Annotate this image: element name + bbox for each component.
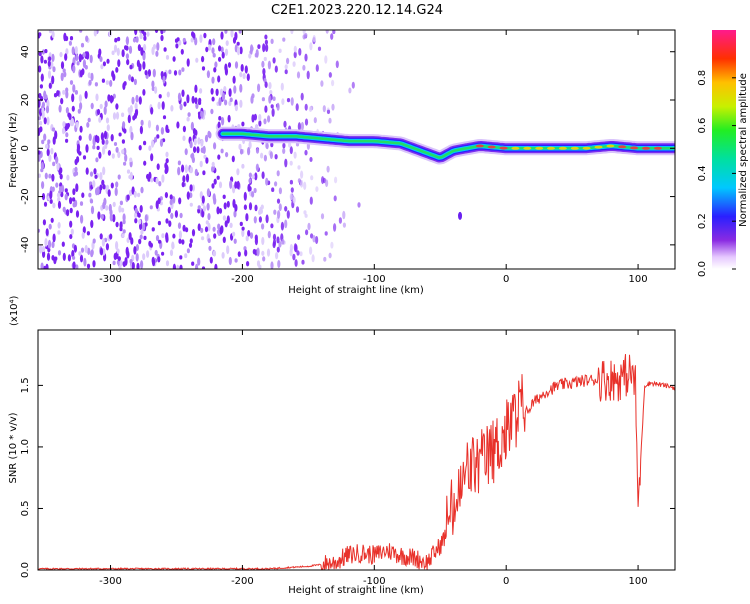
y-tick-label: 0.0 <box>20 562 31 578</box>
snr-x-ticks: -300 -200 -100 0 100 <box>99 330 648 587</box>
snr-series-line <box>38 354 675 570</box>
x-tick-label: -100 <box>363 576 386 587</box>
colorbar-tick-label: 0.6 <box>697 118 708 134</box>
colorbar: 0.0 0.2 0.4 0.6 0.8 Normalized spectral ampl… <box>697 30 749 277</box>
y-tick-label: 1.0 <box>20 439 31 455</box>
spectrogram-frame <box>37 29 676 270</box>
x-tick-label: 0 <box>503 274 509 285</box>
spectrogram-y-axis-label: Frequency (Hz) <box>8 112 19 188</box>
y-tick-label: -20 <box>20 188 31 204</box>
figure-title: C2E1.2023.220.12.14.G24 <box>271 3 443 18</box>
x-tick-label: -200 <box>231 274 254 285</box>
x-tick-label: 0 <box>503 576 509 587</box>
x-tick-label: 100 <box>629 576 648 587</box>
colorbar-gradient <box>712 30 736 269</box>
y-tick-label: 1.5 <box>20 377 31 393</box>
x-tick-label: -200 <box>231 576 254 587</box>
y-tick-label: 40 <box>20 45 31 58</box>
x-tick-label: -300 <box>99 274 122 285</box>
y-tick-label: 0.5 <box>20 501 31 517</box>
x-tick-label: -100 <box>363 274 386 285</box>
spectrogram-y-ticks: -40 -20 0 20 40 <box>20 45 675 253</box>
spectrogram-x-axis-label: Height of straight line (km) <box>288 285 424 296</box>
snr-background <box>38 330 675 570</box>
colorbar-tick-label: 0.0 <box>697 261 708 277</box>
y-tick-label: -40 <box>20 237 31 253</box>
y-tick-label: 0 <box>20 145 31 151</box>
snr-frame <box>37 329 676 571</box>
snr-y-ticks: 0.0 0.5 1.0 1.5 <box>20 377 675 578</box>
x-tick-label: -300 <box>99 576 122 587</box>
colorbar-label: Normalized spectral amplitude <box>738 73 749 227</box>
colorbar-tick-label: 0.4 <box>697 165 708 181</box>
colorbar-ticks: 0.0 0.2 0.4 0.6 0.8 <box>697 70 736 277</box>
spectrogram-ridge <box>215 126 675 220</box>
spectrogram-x-ticks: -300 -200 -100 0 100 <box>99 30 648 285</box>
snr-panel: -300 -200 -100 0 100 0.0 0.5 1.0 1.5 Height of … <box>8 295 676 596</box>
snr-x-axis-label: Height of straight line (km) <box>288 585 424 596</box>
snr-y-multiplier: (x10⁴) <box>9 295 20 326</box>
colorbar-tick-label: 0.8 <box>697 70 708 86</box>
y-tick-label: 20 <box>20 94 31 107</box>
x-tick-label: 100 <box>629 274 648 285</box>
colorbar-tick-label: 0.2 <box>697 213 708 229</box>
snr-y-axis-label: SNR (10 * v/v) <box>8 412 19 483</box>
